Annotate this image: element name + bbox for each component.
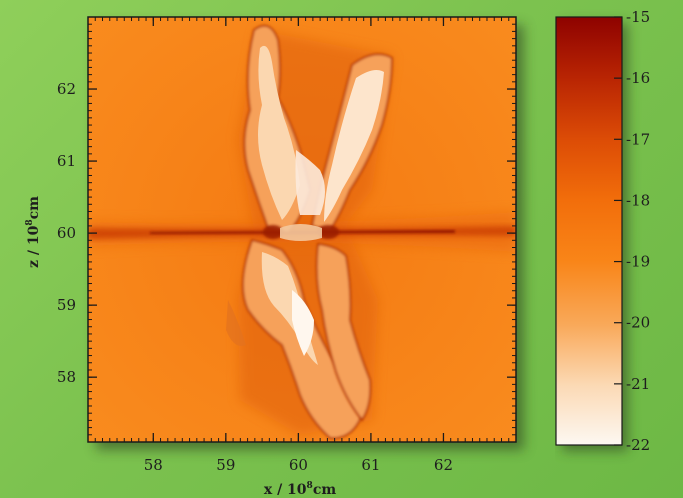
x-tick-label: 60	[289, 456, 308, 474]
upper-jet-lobes	[243, 24, 394, 234]
x-axis-title-exponent: 8	[307, 481, 313, 491]
x-tick-label: 61	[361, 456, 380, 474]
density-heatmap	[88, 17, 516, 442]
y-tick-label: 60	[57, 224, 76, 242]
colorbar-tick-label: -21	[626, 375, 650, 393]
colorbar-tick-label: -17	[626, 130, 650, 148]
x-axis-title: x / 108cm	[264, 481, 336, 498]
y-tick-label: 61	[57, 152, 76, 170]
colorbar-tick-label: -20	[626, 314, 650, 332]
central-knot	[263, 224, 339, 241]
y-axis-title-unit: cm	[26, 196, 42, 220]
colorbar-tick-label: -18	[626, 191, 650, 209]
y-tick-label: 59	[57, 296, 76, 314]
x-tick-label: 62	[434, 456, 453, 474]
x-axis-title-main: x / 10	[264, 482, 307, 498]
x-axis-ticks: 58 59 60 61 62	[144, 17, 453, 474]
x-tick-label: 59	[216, 456, 235, 474]
y-tick-label: 58	[57, 368, 76, 386]
x-tick-label: 58	[144, 456, 163, 474]
y-axis-title: z / 108cm	[25, 196, 42, 268]
colorbar-tick-label: -22	[626, 436, 650, 454]
y-axis-ticks: 58 59 60 61 62	[57, 80, 516, 386]
y-axis-title-exponent: 8	[25, 219, 35, 225]
colorbar-ticks: -15 -16 -17 -18 -19 -20 -21 -22	[614, 8, 650, 454]
colorbar-tick-label: -16	[626, 69, 650, 87]
colorbar-tick-label: -19	[626, 253, 650, 271]
colorbar	[555, 16, 623, 446]
colorbar-tick-label: -15	[626, 8, 650, 26]
lower-jet-lobes	[226, 238, 372, 440]
x-axis-title-unit: cm	[313, 482, 337, 498]
y-axis-title-main: z / 10	[26, 225, 42, 268]
plot-frame	[87, 16, 517, 443]
y-tick-label: 62	[57, 80, 76, 98]
